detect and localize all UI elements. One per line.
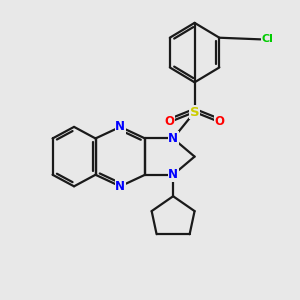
Text: N: N: [115, 120, 125, 134]
Text: N: N: [168, 132, 178, 145]
Text: N: N: [168, 168, 178, 181]
Text: S: S: [190, 106, 200, 118]
Text: N: N: [115, 180, 125, 193]
Text: O: O: [165, 116, 175, 128]
Text: O: O: [214, 116, 224, 128]
Text: Cl: Cl: [261, 34, 273, 44]
